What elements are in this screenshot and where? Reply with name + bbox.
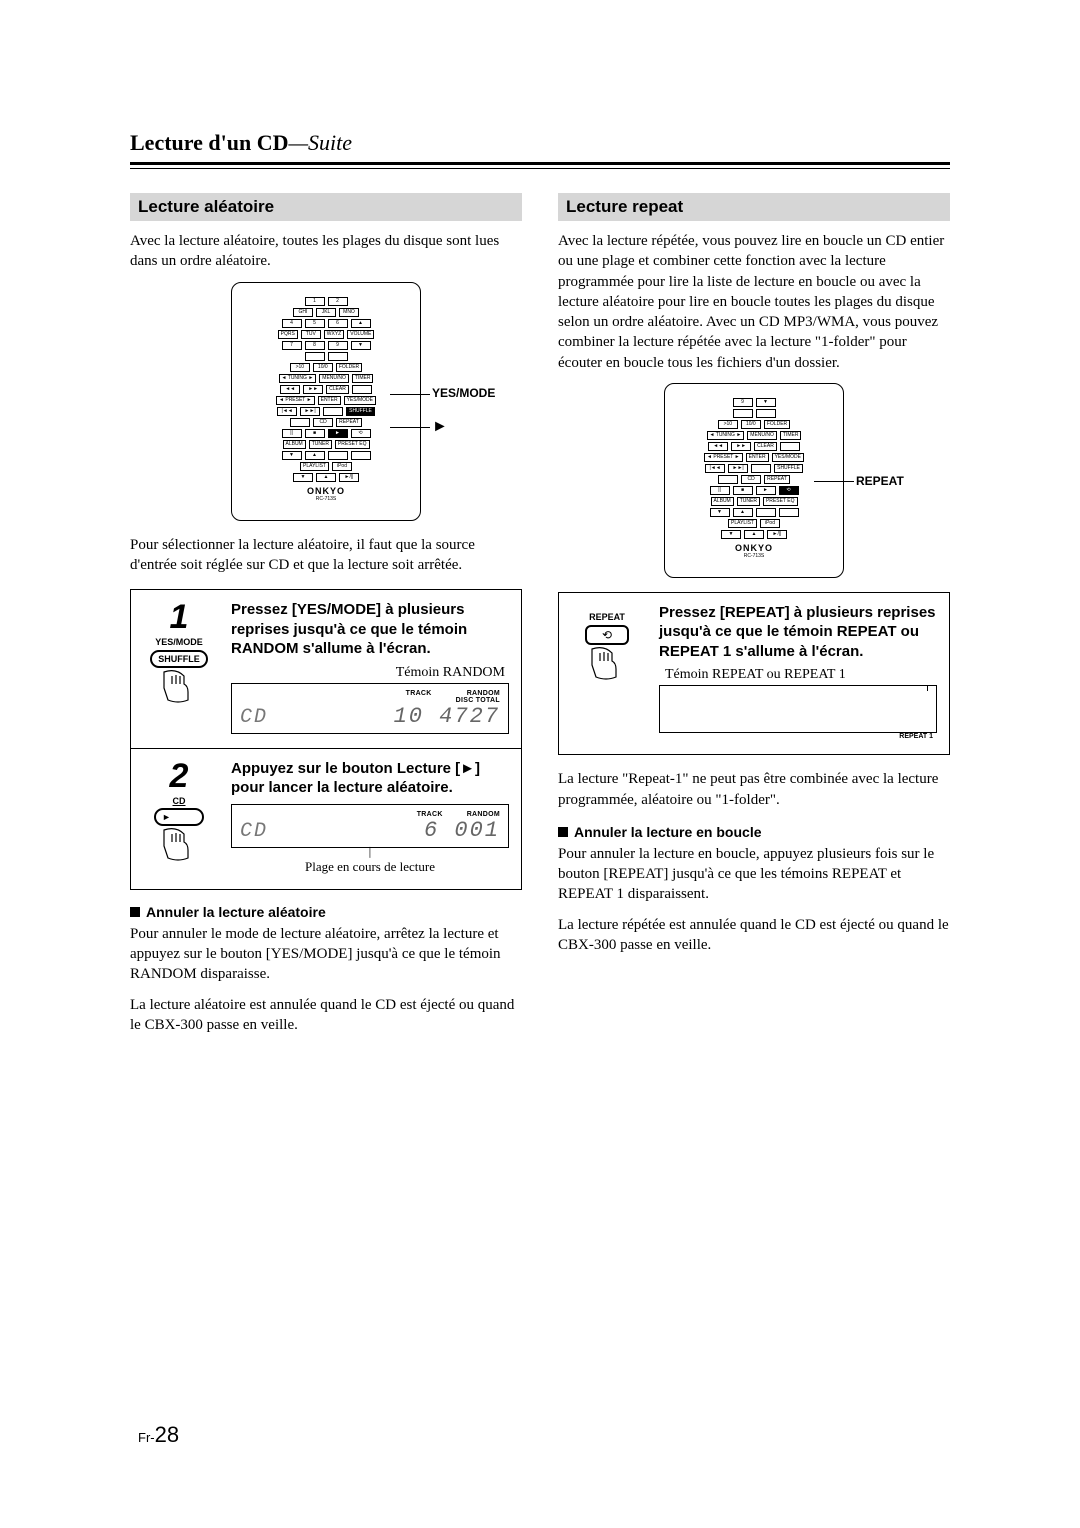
step-frame-random: 1 YES/MODE SHUFFLE Pressez [YES/MODE] à … (130, 589, 522, 890)
title-main: Lecture d'un CD (130, 130, 289, 155)
step1-body: Pressez [YES/MODE] à plusieurs reprises … (231, 600, 509, 734)
hand-press-icon (158, 828, 200, 862)
lcd-random-label: RANDOM (467, 811, 500, 818)
remote-model: RC-713S (679, 553, 829, 559)
lcd-disctotal-label: DISC TOTAL (456, 697, 500, 704)
callout-line (390, 394, 430, 395)
section-header-random: Lecture aléatoire (130, 193, 522, 221)
page-number-value: 28 (155, 1422, 179, 1447)
repeat1-indicator: REPEAT 1 (659, 733, 937, 740)
pointer-line: │ (231, 850, 509, 855)
step2-instruction: Appuyez sur le bouton Lecture [►] pour l… (231, 759, 509, 798)
step1-icon-col: 1 YES/MODE SHUFFLE (139, 600, 219, 734)
step-number: 1 (170, 600, 189, 634)
remote-brand: ONKYO (679, 543, 829, 553)
remote-outline: 12 GHIJKLMNO 456▲ PQRSTUVWXYZVOLUME 789▼… (231, 282, 421, 521)
random-precondition: Pour sélectionner la lecture aléatoire, … (130, 535, 522, 576)
step2-body: Appuyez sur le bouton Lecture [►] pour l… (231, 759, 509, 875)
cancel-repeat-p1: Pour annuler la lecture en boucle, appuy… (558, 844, 950, 905)
page-title: Lecture d'un CD—Suite (130, 130, 950, 156)
step-1: 1 YES/MODE SHUFFLE Pressez [YES/MODE] à … (131, 590, 521, 748)
lcd-digits: 10 4727 (394, 704, 500, 729)
lcd-track-label: TRACK (406, 690, 432, 704)
section-header-repeat: Lecture repeat (558, 193, 950, 221)
yesmode-label: YES/MODE (155, 638, 203, 648)
callout-line (814, 481, 854, 482)
shuffle-button-icon: SHUFFLE (150, 650, 208, 668)
step-repeat-body: Pressez [REPEAT] à plusieurs reprises ju… (659, 603, 937, 741)
cancel-repeat-p2: La lecture répétée est annulée quand le … (558, 915, 950, 956)
cancel-random-heading: Annuler la lecture aléatoire (130, 904, 522, 920)
manual-page: Lecture d'un CD—Suite Lecture aléatoire … (0, 0, 1080, 1105)
step-number: 2 (170, 759, 189, 793)
random-intro: Avec la lecture aléatoire, toutes les pl… (130, 231, 522, 272)
right-column: Lecture repeat Avec la lecture répétée, … (558, 193, 950, 1045)
cancel-repeat-heading: Annuler la lecture en boucle (558, 824, 950, 840)
left-column: Lecture aléatoire Avec la lecture aléato… (130, 193, 522, 1045)
cd-label: CD (173, 797, 186, 807)
repeat-combine-note: La lecture "Repeat-1" ne peut pas être c… (558, 769, 950, 810)
lcd-random-label: RANDOM (467, 690, 500, 697)
repeat-label: REPEAT (589, 613, 625, 623)
remote-model: RC-713S (246, 496, 406, 502)
step-repeat-instruction: Pressez [REPEAT] à plusieurs reprises ju… (659, 603, 937, 662)
callout-yesmode: YES/MODE (432, 386, 495, 400)
step1-instruction: Pressez [YES/MODE] à plusieurs reprises … (231, 600, 509, 659)
cancel-random-p1: Pour annuler le mode de lecture aléatoir… (130, 924, 522, 985)
repeat-indicator-label: Témoin REPEAT ou REPEAT 1 (665, 667, 933, 683)
repeat-intro: Avec la lecture répétée, vous pouvez lir… (558, 231, 950, 373)
lcd-display-1: TRACK RANDOM DISC TOTAL CD 10 4727 (231, 683, 509, 734)
page-number: Fr-28 (138, 1422, 179, 1448)
play-button-icon: ► (154, 808, 204, 826)
step-repeat: REPEAT ⟲ Pressez [REPEAT] à plusieurs re… (559, 593, 949, 755)
hand-press-icon (586, 647, 628, 681)
lcd-caption: Plage en cours de lecture (231, 859, 509, 875)
remote-figure-left: 12 GHIJKLMNO 456▲ PQRSTUVWXYZVOLUME 789▼… (130, 282, 522, 521)
repeat-button-icon: ⟲ (585, 625, 629, 645)
page-prefix: Fr- (138, 1430, 155, 1445)
lcd-cd-text: CD (240, 820, 268, 843)
step2-icon-col: 2 CD ► (139, 759, 219, 875)
lcd-track-label: TRACK (417, 811, 443, 818)
cancel-random-p2: La lecture aléatoire est annulée quand l… (130, 995, 522, 1036)
step-frame-repeat: REPEAT ⟲ Pressez [REPEAT] à plusieurs re… (558, 592, 950, 756)
title-suite: —Suite (289, 130, 353, 155)
lcd-cd-text: CD (240, 706, 268, 729)
callout-line (390, 427, 430, 428)
lcd-display-repeat (659, 685, 937, 733)
callout-play-icon: ► (432, 418, 448, 436)
two-column-layout: Lecture aléatoire Avec la lecture aléato… (130, 193, 950, 1045)
step-repeat-icon-col: REPEAT ⟲ (567, 603, 647, 741)
hand-press-icon (158, 670, 200, 704)
remote-brand: ONKYO (246, 486, 406, 496)
lcd-digits: 6 001 (424, 818, 500, 843)
random-indicator-label: Témoin RANDOM (231, 665, 505, 681)
remote-figure-right: 9▼ >1010/0FOLDER ◄ TUNING ►MENU/NOTIMER … (558, 383, 950, 578)
lcd-display-2: TRACK RANDOM CD 6 001 (231, 804, 509, 848)
title-rule (130, 162, 950, 169)
step-2: 2 CD ► Appuyez sur le bouton Lecture [►]… (131, 748, 521, 889)
callout-repeat: REPEAT (856, 474, 904, 488)
